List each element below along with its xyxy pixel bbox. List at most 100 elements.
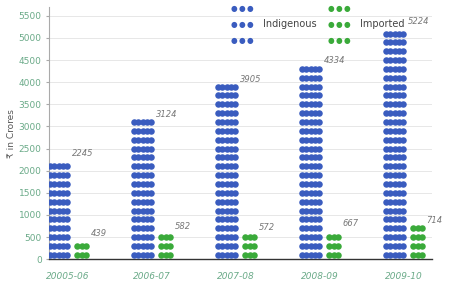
Point <box>167 244 174 248</box>
Point <box>223 138 230 142</box>
Point <box>400 253 407 257</box>
Text: ●: ● <box>328 20 334 29</box>
Point <box>162 253 170 257</box>
Text: ●: ● <box>247 20 253 29</box>
Point <box>298 84 305 89</box>
Point <box>130 146 137 151</box>
Point <box>83 253 90 257</box>
Point <box>387 190 394 195</box>
Point <box>227 138 234 142</box>
Point <box>130 253 137 257</box>
Point <box>400 111 407 116</box>
Point <box>307 199 314 204</box>
Point <box>158 253 165 257</box>
Point <box>302 190 310 195</box>
Point <box>298 93 305 98</box>
Point <box>311 235 319 239</box>
Point <box>214 190 221 195</box>
Point <box>144 253 151 257</box>
Point <box>227 164 234 168</box>
Point <box>311 84 319 89</box>
Point <box>396 40 403 45</box>
Point <box>59 235 67 239</box>
Point <box>302 208 310 213</box>
Point <box>148 146 155 151</box>
Point <box>387 102 394 107</box>
Point <box>307 76 314 80</box>
Point <box>396 190 403 195</box>
Point <box>391 111 398 116</box>
Point <box>326 253 333 257</box>
Point <box>223 235 230 239</box>
Point <box>64 226 71 231</box>
Point <box>78 244 86 248</box>
Point <box>311 93 319 98</box>
Point <box>219 102 226 107</box>
Point <box>223 208 230 213</box>
Point <box>144 164 151 168</box>
Point <box>391 93 398 98</box>
Point <box>219 190 226 195</box>
Point <box>302 217 310 222</box>
Point <box>387 208 394 213</box>
Point <box>382 58 389 62</box>
Point <box>227 111 234 116</box>
Point <box>46 217 53 222</box>
Point <box>232 173 239 177</box>
Point <box>307 155 314 160</box>
Point <box>391 58 398 62</box>
Point <box>74 244 81 248</box>
Point <box>135 217 142 222</box>
Point <box>382 190 389 195</box>
Point <box>391 253 398 257</box>
Point <box>391 31 398 36</box>
Point <box>391 244 398 248</box>
Point <box>64 164 71 168</box>
Point <box>326 244 333 248</box>
Point <box>130 182 137 186</box>
Point <box>148 199 155 204</box>
Point <box>410 253 417 257</box>
Point <box>148 182 155 186</box>
Point <box>232 226 239 231</box>
Point <box>419 226 426 231</box>
Point <box>223 217 230 222</box>
Point <box>130 120 137 124</box>
Point <box>311 67 319 71</box>
Point <box>396 199 403 204</box>
Point <box>139 146 146 151</box>
Point <box>311 138 319 142</box>
Point <box>316 199 323 204</box>
Point <box>400 76 407 80</box>
Point <box>316 226 323 231</box>
Point <box>391 155 398 160</box>
Point <box>396 217 403 222</box>
Point <box>382 138 389 142</box>
Text: ●: ● <box>344 35 350 45</box>
Point <box>307 93 314 98</box>
Point <box>135 190 142 195</box>
Point <box>391 199 398 204</box>
Point <box>387 40 394 45</box>
Point <box>227 199 234 204</box>
Point <box>298 253 305 257</box>
Point <box>50 217 58 222</box>
Point <box>396 120 403 124</box>
Point <box>135 182 142 186</box>
Point <box>382 226 389 231</box>
Point <box>148 164 155 168</box>
Point <box>387 93 394 98</box>
Point <box>382 111 389 116</box>
Point <box>391 173 398 177</box>
Point <box>298 217 305 222</box>
Point <box>139 182 146 186</box>
Point <box>214 102 221 107</box>
Point <box>223 102 230 107</box>
Point <box>232 244 239 248</box>
Point <box>396 155 403 160</box>
Point <box>148 244 155 248</box>
Point <box>223 111 230 116</box>
Text: ●: ● <box>344 20 350 29</box>
Point <box>148 253 155 257</box>
Point <box>219 120 226 124</box>
